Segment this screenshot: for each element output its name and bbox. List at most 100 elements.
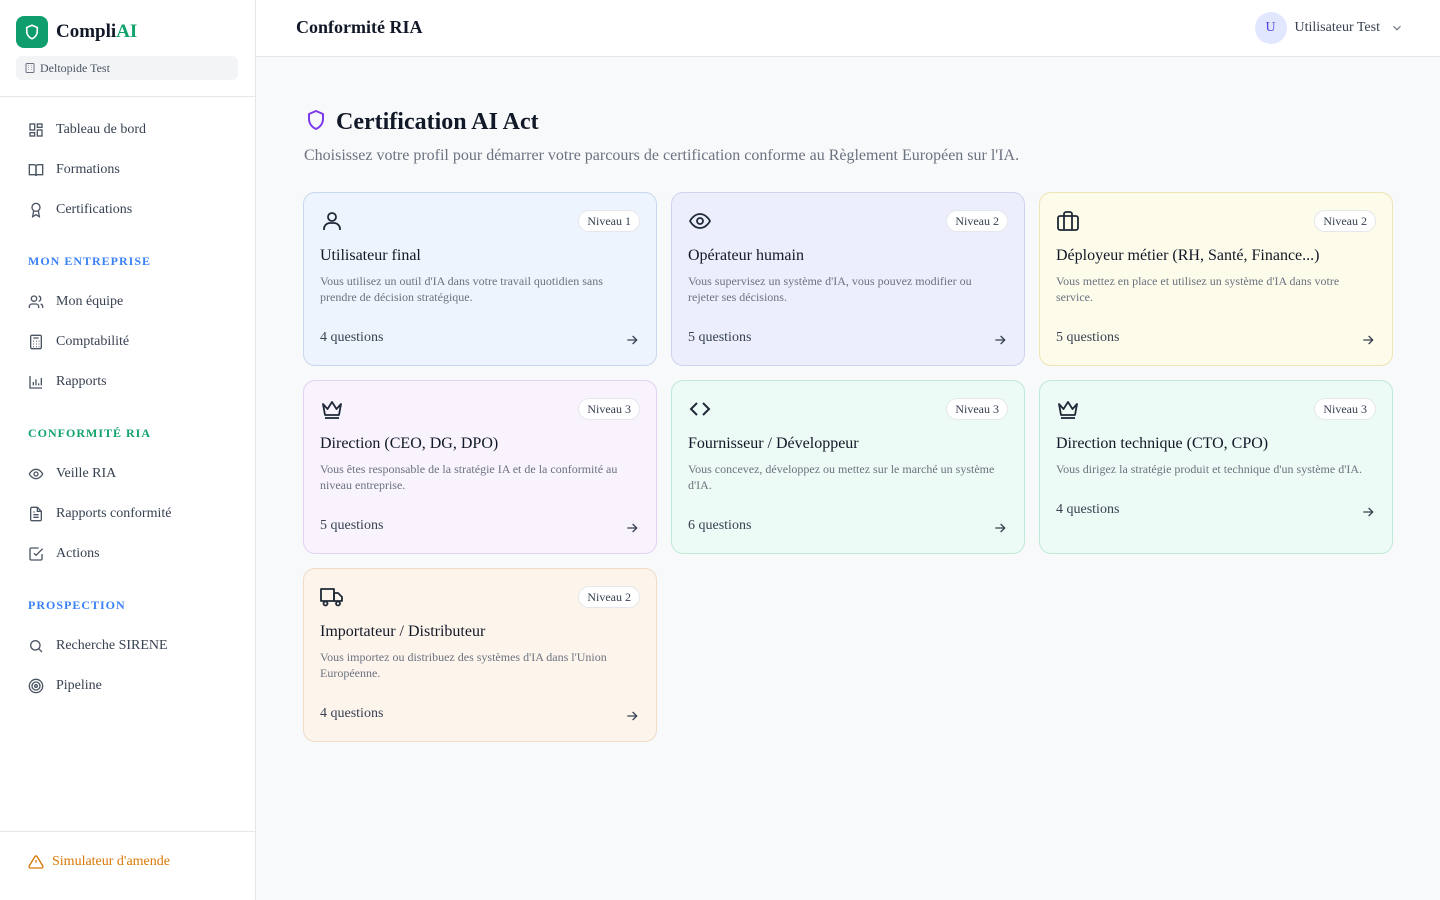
nav-label: Rapports conformité (56, 506, 172, 521)
nav-item-simulateur-amende[interactable]: Simulateur d'amende (28, 854, 170, 870)
nav-item-actions[interactable]: Actions (28, 542, 100, 566)
nav-label: Mon équipe (56, 294, 124, 309)
top-bar: Conformité RIA U Utilisateur Test (256, 0, 1440, 57)
dashboard-icon (28, 122, 44, 138)
arrow-right-icon (1360, 332, 1376, 348)
card-description: Vous importez ou distribuez des systèmes… (320, 650, 607, 680)
question-count: 4 questions (320, 330, 384, 345)
card-description: Vous êtes responsable de la stratégie IA… (320, 462, 618, 492)
nav-item-tableau-de-bord[interactable]: Tableau de bord (28, 118, 146, 142)
building-icon (24, 62, 36, 74)
chevron-down-icon (1390, 21, 1404, 35)
card-description: Vous supervisez un système d'IA, vous po… (688, 274, 972, 304)
arrow-right-icon (992, 332, 1008, 348)
arrow-right-icon (624, 332, 640, 348)
card-title: Déployeur métier (RH, Santé, Finance...) (1056, 247, 1320, 264)
level-badge: Niveau 3 (1314, 398, 1376, 420)
nav-label: Actions (56, 546, 100, 561)
nav-label: Simulateur d'amende (52, 854, 170, 869)
profile-card-direction-technique[interactable]: Niveau 3 Direction technique (CTO, CPO) … (1039, 380, 1393, 554)
file-text-icon (28, 506, 44, 522)
question-count: 5 questions (688, 330, 752, 345)
shield-icon (304, 108, 328, 137)
arrow-right-icon (992, 520, 1008, 536)
card-title: Direction technique (CTO, CPO) (1056, 435, 1269, 452)
nav-item-pipeline[interactable]: Pipeline (28, 674, 102, 698)
sidebar-bottom-divider (0, 831, 256, 832)
card-description: Vous concevez, développez ou mettez sur … (688, 462, 995, 492)
card-title: Utilisateur final (320, 247, 421, 264)
nav-item-formations[interactable]: Formations (28, 158, 120, 182)
card-title: Fournisseur / Développeur (688, 435, 859, 452)
nav-item-mon-equipe[interactable]: Mon équipe (28, 290, 123, 314)
nav-item-comptabilite[interactable]: Comptabilité (28, 330, 129, 354)
main-subtitle: Choisissez votre profil pour démarrer vo… (304, 147, 1020, 164)
profile-card-utilisateur-final[interactable]: Niveau 1 Utilisateur final Vous utilisez… (303, 192, 657, 366)
briefcase-icon (1056, 209, 1080, 233)
nav-label: Formations (56, 162, 120, 177)
level-badge: Niveau 2 (946, 210, 1008, 232)
profile-card-deployeur-metier[interactable]: Niveau 2 Déployeur métier (RH, Santé, Fi… (1039, 192, 1393, 366)
nav-label: Comptabilité (56, 334, 130, 349)
nav-label: Veille RIA (56, 466, 117, 481)
sidebar: CompliAI Deltopide Test Tableau de bord … (0, 0, 256, 900)
sidebar-divider (0, 96, 256, 97)
profile-card-operateur-humain[interactable]: Niveau 2 Opérateur humain Vous supervise… (671, 192, 1025, 366)
card-description: Vous mettez en place et utilisez un syst… (1056, 274, 1340, 304)
book-icon (28, 162, 44, 178)
nav-label: Pipeline (56, 678, 102, 693)
level-badge: Niveau 2 (1314, 210, 1376, 232)
workspace-name: Deltopide Test (40, 60, 110, 75)
users-icon (28, 294, 44, 310)
alert-triangle-icon (28, 854, 44, 870)
user-icon (320, 209, 344, 233)
brand[interactable]: CompliAI (16, 16, 137, 48)
main-title: Certification AI Act (336, 109, 539, 135)
level-badge: Niveau 3 (946, 398, 1008, 420)
shield-logo-icon (16, 16, 48, 48)
nav-item-rapports-conformite[interactable]: Rapports conformité (28, 502, 171, 526)
question-count: 4 questions (1056, 502, 1120, 517)
target-icon (28, 678, 44, 694)
nav-item-rapports[interactable]: Rapports (28, 370, 107, 394)
question-count: 4 questions (320, 706, 384, 721)
profile-card-importateur-distributeur[interactable]: Niveau 2 Importateur / Distributeur Vous… (303, 568, 657, 742)
arrow-right-icon (1360, 504, 1376, 520)
card-description: Vous dirigez la stratégie produit et tec… (1056, 462, 1363, 476)
bar-chart-icon (28, 374, 44, 390)
section-title-mon-entreprise: MON ENTREPRISE (28, 254, 152, 268)
question-count: 5 questions (1056, 330, 1120, 345)
nav-item-veille-ria[interactable]: Veille RIA (28, 462, 116, 486)
nav-label: Certifications (56, 202, 133, 217)
level-badge: Niveau 3 (578, 398, 640, 420)
nav-item-certifications[interactable]: Certifications (28, 198, 132, 222)
crown-icon (1056, 397, 1080, 421)
nav-label: Rapports (56, 374, 107, 389)
brand-name: CompliAI (56, 21, 138, 42)
eye-icon (688, 209, 712, 233)
arrow-right-icon (624, 520, 640, 536)
question-count: 5 questions (320, 518, 384, 533)
user-menu[interactable]: U Utilisateur Test (1254, 12, 1404, 44)
search-icon (28, 638, 44, 654)
card-title: Importateur / Distributeur (320, 623, 486, 640)
nav-label: Recherche SIRENE (56, 638, 168, 653)
section-title-conformite-ria: CONFORMITÉ RIA (28, 426, 152, 440)
section-title-prospection: PROSPECTION (28, 598, 126, 612)
nav-item-recherche-sirene[interactable]: Recherche SIRENE (28, 634, 168, 658)
main-heading: Certification AI Act (304, 108, 539, 137)
workspace-selector[interactable]: Deltopide Test (16, 56, 238, 80)
nav-label: Tableau de bord (56, 122, 146, 137)
profile-card-fournisseur-developpeur[interactable]: Niveau 3 Fournisseur / Développeur Vous … (671, 380, 1025, 554)
award-icon (28, 202, 44, 218)
avatar: U (1254, 12, 1287, 44)
profile-card-direction[interactable]: Niveau 3 Direction (CEO, DG, DPO) Vous ê… (303, 380, 657, 554)
truck-icon (320, 585, 344, 609)
eye-icon (28, 466, 44, 482)
level-badge: Niveau 1 (578, 210, 640, 232)
calculator-icon (28, 334, 44, 350)
arrow-right-icon (624, 708, 640, 724)
card-title: Direction (CEO, DG, DPO) (320, 435, 499, 452)
card-description: Vous utilisez un outil d'IA dans votre t… (320, 274, 603, 304)
code-icon (688, 397, 712, 421)
